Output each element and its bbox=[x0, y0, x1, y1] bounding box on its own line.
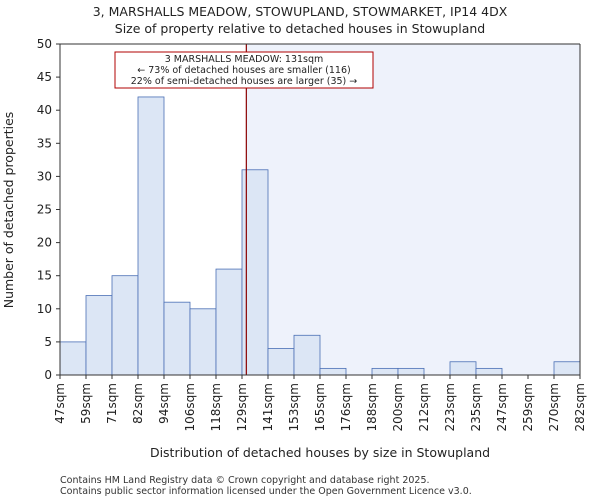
x-tick-label: 176sqm bbox=[339, 383, 353, 431]
x-tick-label: 94sqm bbox=[157, 383, 171, 424]
x-tick-label: 259sqm bbox=[521, 383, 535, 431]
chart-subtitle: Size of property relative to detached ho… bbox=[115, 21, 485, 36]
y-tick-label: 25 bbox=[37, 203, 52, 217]
x-tick-label: 223sqm bbox=[443, 383, 457, 431]
x-tick-label: 235sqm bbox=[469, 383, 483, 431]
x-tick-label: 212sqm bbox=[417, 383, 431, 431]
x-tick-label: 141sqm bbox=[261, 383, 275, 431]
x-tick-label: 59sqm bbox=[79, 383, 93, 424]
bar-235sqm bbox=[475, 367, 503, 376]
bar-153sqm bbox=[293, 334, 321, 376]
y-tick-label: 15 bbox=[37, 269, 52, 283]
bar-106sqm bbox=[189, 308, 217, 376]
bar-200sqm bbox=[397, 367, 425, 376]
bar-94sqm bbox=[163, 301, 191, 376]
x-tick-label: 118sqm bbox=[209, 383, 223, 431]
y-tick-label: 45 bbox=[37, 70, 52, 84]
annotation-line-3: 22% of semi-detached houses are larger (… bbox=[131, 76, 358, 87]
bar-82sqm bbox=[137, 96, 165, 376]
annotation-line-1: 3 MARSHALLS MEADOW: 131sqm bbox=[165, 54, 324, 65]
bar-165sqm bbox=[319, 367, 347, 376]
bar-188sqm bbox=[371, 367, 399, 376]
y-axis: 0 5 10 15 20 25 30 35 40 45 50 bbox=[37, 37, 581, 382]
y-tick-label: 30 bbox=[37, 169, 52, 183]
x-tick-label: 106sqm bbox=[183, 383, 197, 431]
bar-59sqm bbox=[85, 295, 113, 376]
y-tick-label: 5 bbox=[44, 335, 52, 349]
x-tick-label: 165sqm bbox=[313, 383, 327, 431]
bar-47sqm bbox=[59, 341, 87, 376]
x-axis: 47sqm 59sqm 71sqm 82sqm 94sqm 106sqm 118sqm 129… bbox=[53, 374, 587, 431]
bar-71sqm bbox=[111, 275, 139, 376]
x-axis-label: Distribution of detached houses by size … bbox=[150, 445, 490, 460]
y-axis-label: Number of detached properties bbox=[1, 112, 16, 309]
y-tick-label: 0 bbox=[44, 368, 52, 382]
chart-title: 3, MARSHALLS MEADOW, STOWUPLAND, STOWMAR… bbox=[93, 4, 508, 19]
annotation-line-2: ← 73% of detached houses are smaller (11… bbox=[137, 65, 350, 76]
bar-118sqm bbox=[215, 268, 243, 376]
x-tick-label: 200sqm bbox=[391, 383, 405, 431]
bar-141sqm bbox=[267, 348, 295, 376]
y-tick-label: 10 bbox=[37, 302, 52, 316]
x-tick-label: 153sqm bbox=[287, 383, 301, 431]
y-tick-label: 40 bbox=[37, 103, 52, 117]
bar-223sqm bbox=[449, 361, 477, 376]
y-tick-label: 35 bbox=[37, 136, 52, 150]
annotation-box: 3 MARSHALLS MEADOW: 131sqm ← 73% of deta… bbox=[114, 51, 374, 89]
footer-line-2: Contains public sector information licen… bbox=[60, 486, 472, 497]
y-tick-label: 50 bbox=[37, 37, 52, 51]
bar-270sqm bbox=[553, 361, 581, 376]
footer-line-1: Contains HM Land Registry data © Crown c… bbox=[60, 475, 430, 486]
x-tick-label: 71sqm bbox=[105, 383, 119, 424]
x-tick-label: 47sqm bbox=[53, 383, 67, 424]
x-tick-label: 282sqm bbox=[573, 383, 587, 431]
x-tick-label: 247sqm bbox=[495, 383, 509, 431]
annotation-frame bbox=[114, 51, 374, 89]
x-tick-label: 82sqm bbox=[131, 383, 145, 424]
y-tick-label: 20 bbox=[37, 236, 52, 250]
x-tick-label: 270sqm bbox=[547, 383, 561, 431]
x-tick-label: 129sqm bbox=[235, 383, 249, 431]
x-tick-label: 188sqm bbox=[365, 383, 379, 431]
highlight-region bbox=[246, 44, 581, 375]
